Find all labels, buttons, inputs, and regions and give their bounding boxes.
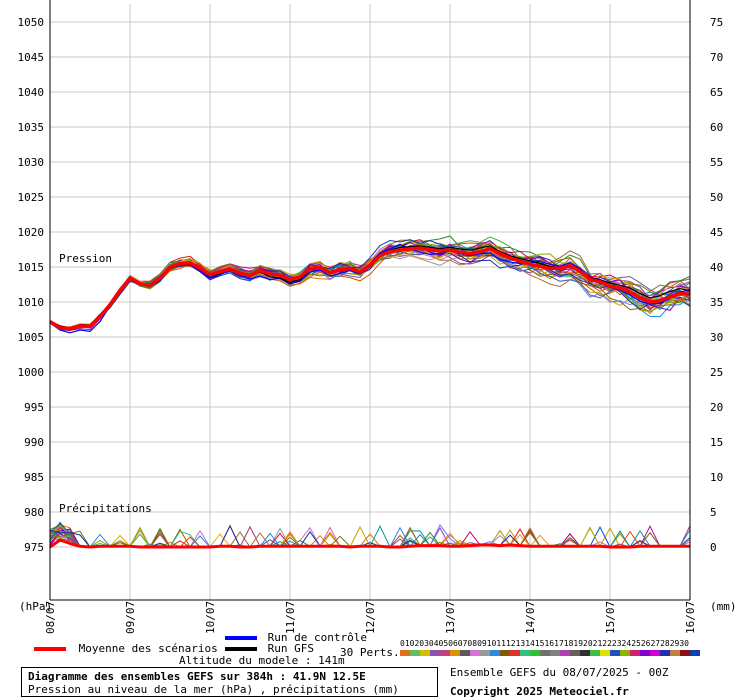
right-tick-label: 25 bbox=[710, 366, 723, 379]
right-tick-label: 55 bbox=[710, 156, 723, 169]
left-tick-label: 1045 bbox=[18, 51, 45, 64]
x-tick-label: 09/07 bbox=[124, 601, 137, 634]
x-tick-label: 14/07 bbox=[524, 601, 537, 634]
altitude-text: Altitude du modele : 141m bbox=[179, 654, 345, 667]
pert-swatch bbox=[610, 650, 620, 656]
left-tick-label: 995 bbox=[24, 401, 44, 414]
mean-pressure-line bbox=[49, 246, 691, 331]
right-tick-label: 65 bbox=[710, 86, 723, 99]
legend-mean-label: Moyenne des scénarios bbox=[78, 642, 218, 655]
perts-label: 30 Perts. bbox=[340, 646, 400, 659]
left-tick-label: 980 bbox=[24, 506, 44, 519]
footer-title-box: Diagramme des ensembles GEFS sur 384h : … bbox=[21, 667, 438, 697]
pert-swatch bbox=[430, 650, 440, 656]
pert-swatch bbox=[660, 650, 670, 656]
right-tick-label: 60 bbox=[710, 121, 723, 134]
legend-control-label: Run de contrôle bbox=[267, 631, 367, 644]
left-tick-label: 1000 bbox=[18, 366, 45, 379]
left-unit-label: (hPa) bbox=[19, 600, 52, 613]
left-tick-label: 985 bbox=[24, 471, 44, 484]
footer-subtitle: Pression au niveau de la mer (hPa) , pré… bbox=[28, 683, 399, 696]
right-tick-label: 15 bbox=[710, 436, 723, 449]
footer-title: Diagramme des ensembles GEFS sur 384h : … bbox=[28, 670, 366, 683]
pressure-label: Pression bbox=[59, 252, 112, 265]
ensemble-run-info: Ensemble GEFS du 08/07/2025 - 00Z bbox=[450, 666, 669, 679]
pert-swatch bbox=[460, 650, 470, 656]
x-tick-label: 10/07 bbox=[204, 601, 217, 634]
pert-swatch bbox=[620, 650, 630, 656]
right-tick-label: 35 bbox=[710, 296, 723, 309]
left-tick-label: 975 bbox=[24, 541, 44, 554]
pert-swatch bbox=[480, 650, 490, 656]
left-tick-label: 1050 bbox=[18, 16, 45, 29]
gfs-swatch bbox=[225, 647, 257, 651]
member-pressure-line bbox=[49, 239, 691, 329]
pert-swatch bbox=[690, 650, 700, 656]
right-tick-label: 75 bbox=[710, 16, 723, 29]
left-tick-label: 1030 bbox=[18, 156, 45, 169]
pert-swatch bbox=[450, 650, 460, 656]
pert-swatch bbox=[550, 650, 560, 656]
x-tick-label: 13/07 bbox=[444, 601, 457, 634]
pert-swatch bbox=[410, 650, 420, 656]
right-tick-label: 70 bbox=[710, 51, 723, 64]
pert-swatch bbox=[470, 650, 480, 656]
precip-label: Précipitations bbox=[59, 502, 152, 515]
pert-swatch bbox=[570, 650, 580, 656]
pert-swatch bbox=[640, 650, 650, 656]
pert-swatch bbox=[650, 650, 660, 656]
legend-gfs: Run GFS bbox=[225, 642, 314, 655]
left-tick-label: 1025 bbox=[18, 191, 45, 204]
right-tick-label: 40 bbox=[710, 261, 723, 274]
pert-swatch bbox=[600, 650, 610, 656]
legend-mean: Moyenne des scénarios bbox=[34, 642, 218, 655]
pert-swatch bbox=[680, 650, 690, 656]
left-tick-label: 1020 bbox=[18, 226, 45, 239]
copyright: Copyright 2025 Meteociel.fr bbox=[450, 685, 629, 698]
right-tick-label: 45 bbox=[710, 226, 723, 239]
left-tick-label: 1010 bbox=[18, 296, 45, 309]
left-tick-label: 1040 bbox=[18, 86, 45, 99]
pert-swatches bbox=[400, 650, 700, 656]
pert-swatch bbox=[530, 650, 540, 656]
legend-control: Run de contrôle bbox=[225, 631, 367, 644]
pert-swatch bbox=[440, 650, 450, 656]
pert-swatch bbox=[400, 650, 410, 656]
legend-gfs-label: Run GFS bbox=[267, 642, 314, 655]
pert-swatch bbox=[540, 650, 550, 656]
control-swatch bbox=[225, 636, 257, 640]
right-tick-label: 20 bbox=[710, 401, 723, 414]
pert-swatch bbox=[590, 650, 600, 656]
x-tick-label: 08/07 bbox=[44, 601, 57, 634]
mean-precip-line bbox=[49, 538, 690, 549]
pert-swatch bbox=[670, 650, 680, 656]
x-tick-label: 11/07 bbox=[284, 601, 297, 634]
left-tick-label: 1035 bbox=[18, 121, 45, 134]
pert-swatch bbox=[490, 650, 500, 656]
pert-swatch bbox=[560, 650, 570, 656]
left-tick-label: 1005 bbox=[18, 331, 45, 344]
main-lines bbox=[49, 244, 691, 549]
pert-swatch bbox=[580, 650, 590, 656]
pert-swatch bbox=[630, 650, 640, 656]
pert-swatch bbox=[420, 650, 430, 656]
right-tick-label: 50 bbox=[710, 191, 723, 204]
x-tick-label: 12/07 bbox=[364, 601, 377, 634]
mean-swatch bbox=[34, 647, 66, 651]
chart-axes: 1050104510401035103010251020101510101005… bbox=[18, 0, 723, 634]
pert-swatch bbox=[510, 650, 520, 656]
pert-swatch bbox=[500, 650, 510, 656]
x-tick-label: 15/07 bbox=[604, 601, 617, 634]
right-tick-label: 0 bbox=[710, 541, 717, 554]
left-tick-label: 1015 bbox=[18, 261, 45, 274]
x-tick-label: 16/07 bbox=[684, 601, 697, 634]
right-tick-label: 30 bbox=[710, 331, 723, 344]
right-tick-label: 10 bbox=[710, 471, 723, 484]
left-tick-label: 990 bbox=[24, 436, 44, 449]
pert-swatch bbox=[520, 650, 530, 656]
pert-numbers: 0102030405060708091011121314151617181920… bbox=[400, 639, 689, 648]
right-unit-label: (mm) bbox=[710, 600, 737, 613]
right-tick-label: 5 bbox=[710, 506, 717, 519]
